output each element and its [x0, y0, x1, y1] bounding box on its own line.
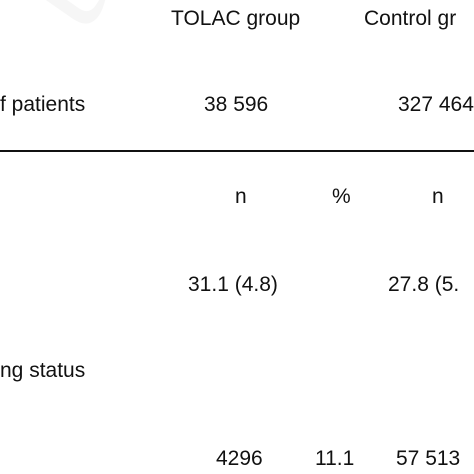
table-rule: [0, 150, 474, 152]
subheader-tolac-pct: %: [332, 185, 351, 208]
watermark: ur: [0, 0, 183, 59]
age-control-value: 27.8 (5.: [388, 273, 460, 296]
patients-control-value: 327 464: [398, 93, 474, 116]
smoking-row-label: ng status: [0, 359, 86, 382]
data-row-tolac-pct: 11.1: [315, 447, 355, 470]
subheader-control-n: n: [432, 185, 444, 208]
subheader-tolac-n: n: [235, 185, 247, 208]
patients-tolac-value: 38 596: [204, 93, 269, 116]
data-row-control-n: 57 513: [396, 447, 461, 470]
data-row-tolac-n: 4296: [216, 447, 263, 470]
header-tolac-group: TOLAC group: [171, 7, 301, 30]
header-control-group: Control gr: [364, 7, 457, 30]
age-tolac-value: 31.1 (4.8): [188, 273, 278, 296]
patients-row-label: f patients: [0, 93, 86, 116]
